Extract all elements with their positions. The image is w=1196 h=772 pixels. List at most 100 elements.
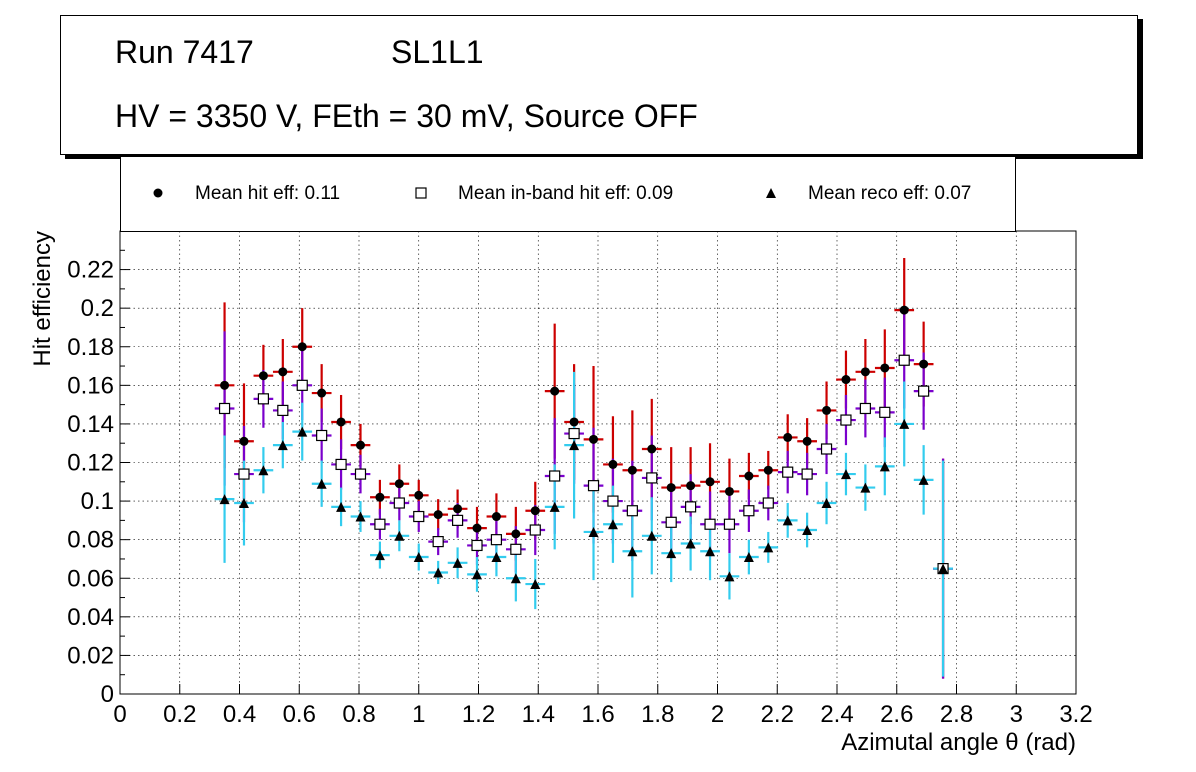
reco-eff-point (763, 542, 774, 553)
y-tick-label: 0.22 (67, 257, 114, 284)
inband-eff-point (374, 518, 386, 530)
inband-eff-point (549, 470, 561, 482)
inband-eff-point (490, 534, 503, 546)
inband-eff-point (704, 518, 716, 530)
reco-eff-point (452, 557, 463, 568)
conditions-label: HV = 3350 V, FEth = 30 mV, Source OFF (115, 98, 698, 134)
hit-eff-point (297, 342, 307, 352)
reco-eff-point (685, 538, 696, 549)
hit-eff-point (375, 492, 385, 502)
inband-eff-point (335, 458, 347, 471)
y-tick-label: 0.2 (81, 295, 114, 322)
inband-eff-point (646, 472, 658, 484)
reco-eff-point (530, 579, 541, 590)
y-axis-label: Hit efficiency (29, 231, 56, 367)
inband-eff-point (626, 505, 638, 517)
hit-eff-point (472, 523, 482, 533)
inband-eff-point (723, 518, 736, 530)
hit-eff-point (336, 417, 346, 427)
reco-eff-point (705, 546, 716, 557)
y-tick-label: 0.12 (67, 450, 114, 477)
inband-eff-point (568, 427, 580, 440)
inband-eff-point (820, 443, 833, 455)
inband-eff-point (801, 468, 813, 480)
x-tick-label: 1.4 (522, 701, 555, 728)
x-tick-label: 2.6 (880, 701, 913, 728)
reco-eff-point (394, 530, 405, 541)
reco-eff-point (238, 498, 249, 509)
hit-eff-point (220, 380, 230, 390)
hit-eff-point (550, 386, 560, 396)
x-tick-label: 2.8 (940, 701, 973, 728)
hit-eff-point (453, 504, 463, 514)
reco-eff-point (840, 469, 851, 480)
reco-eff-point (258, 465, 269, 476)
x-tick-label: 1 (412, 701, 425, 728)
run-label: Run 7417 (115, 34, 254, 70)
hit-eff-point (860, 367, 870, 377)
inband-eff-point (393, 497, 405, 509)
hit-eff-point (627, 465, 637, 475)
reco-eff-point (413, 552, 424, 563)
x-tick-label: 1.8 (641, 701, 674, 728)
x-tick-label: 0.4 (223, 701, 256, 728)
inband-eff-point (432, 535, 444, 548)
reco-eff-point (219, 494, 230, 505)
inband-eff-point (413, 510, 425, 523)
hit-eff-point (666, 483, 676, 493)
reco-eff-point (879, 461, 890, 472)
hit-eff-point (822, 405, 832, 415)
hit-eff-point (705, 477, 715, 487)
inband-eff-point (607, 495, 619, 507)
hit-eff-point (608, 459, 618, 469)
reco-eff-point (938, 563, 949, 574)
hit-eff-point (880, 363, 890, 373)
x-tick-label: 2 (711, 701, 724, 728)
reco-eff-point (433, 567, 444, 578)
hit-eff-point (258, 371, 268, 381)
hit-eff-point (511, 529, 521, 539)
hit-eff-point (647, 444, 657, 454)
x-tick-label: 3.2 (1059, 701, 1092, 728)
hit-eff-point (744, 471, 754, 481)
inband-eff-point (762, 497, 774, 509)
legend-hit-label: Mean hit eff: 0.11 (195, 183, 341, 204)
hit-eff-point (841, 375, 851, 385)
inband-eff-point (238, 468, 250, 480)
inband-eff-point (529, 524, 541, 536)
hit-eff-point (239, 436, 249, 446)
reco-eff-point (549, 501, 560, 512)
inband-eff-point (782, 466, 794, 478)
hit-eff-point (355, 440, 365, 450)
inband-eff-point (879, 406, 891, 418)
reco-eff-point (316, 478, 327, 489)
y-tick-label: 0.16 (67, 372, 114, 399)
y-tick-label: 0 (101, 681, 114, 708)
reco-eff-point (821, 498, 832, 509)
hit-eff-point (530, 506, 540, 516)
inband-eff-point (277, 404, 289, 417)
x-tick-label: 0.8 (342, 701, 375, 728)
reco-eff-point (277, 440, 288, 451)
reco-eff-point (724, 571, 735, 582)
inband-eff-point (296, 379, 308, 391)
reco-eff-point (782, 515, 793, 526)
legend-square-marker (415, 187, 427, 199)
reco-eff-point (666, 548, 677, 559)
reco-eff-point (899, 418, 910, 429)
reco-eff-point (627, 546, 638, 557)
reco-eff-point (607, 519, 618, 530)
hit-eff-point (783, 432, 793, 442)
reco-eff-point (743, 552, 754, 563)
x-tick-label: 0.2 (163, 701, 196, 728)
legend: Mean hit eff: 0.11 Mean in-band hit eff:… (120, 157, 1016, 232)
y-tick-label: 0.04 (67, 604, 114, 631)
inband-eff-point (685, 501, 697, 513)
hit-eff-point (686, 481, 696, 491)
legend-reco-label: Mean reco eff: 0.07 (808, 183, 972, 204)
inband-eff-point (218, 402, 231, 415)
reco-eff-point (646, 530, 657, 541)
x-axis-label: Azimutal angle θ (rad) (841, 729, 1076, 756)
inband-eff-point (451, 514, 464, 526)
